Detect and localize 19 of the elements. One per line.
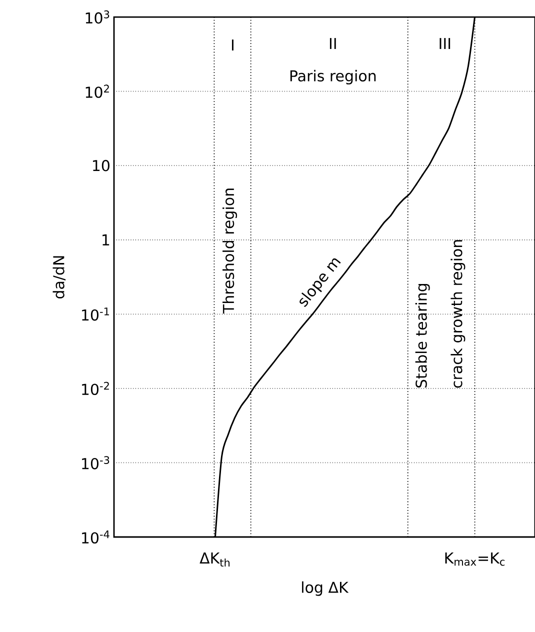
annotation: II [330, 38, 336, 49]
x-axis-title: log ΔK [302, 581, 349, 596]
annotation: Stable tearing [415, 284, 430, 388]
annotation: I [232, 40, 234, 50]
y-tick-label: 10$^{-3}$ [82, 456, 110, 470]
x-tick-label: K$_{max}$=K$_{c}$ [445, 552, 505, 566]
x-tick-label: ΔK$_{th}$ [200, 552, 230, 566]
y-tick-label: 10$^{-1}$ [82, 308, 109, 321]
y-tick-label: 10$^{2}$ [86, 84, 109, 98]
y-tick-label: 10 [93, 160, 110, 172]
y-axis-title: da/dN [52, 256, 66, 298]
y-tick-label: 1 [102, 234, 110, 246]
annotation: Threshold region [222, 188, 238, 314]
annotation: Paris region [290, 70, 376, 84]
y-tick-label: 10$^{-2}$ [82, 382, 109, 396]
annotation: crack growth region [450, 240, 466, 388]
annotation: III [440, 38, 450, 49]
y-tick-label: 10$^{-4}$ [82, 530, 110, 544]
y-tick-label: 10$^{3}$ [86, 10, 110, 24]
